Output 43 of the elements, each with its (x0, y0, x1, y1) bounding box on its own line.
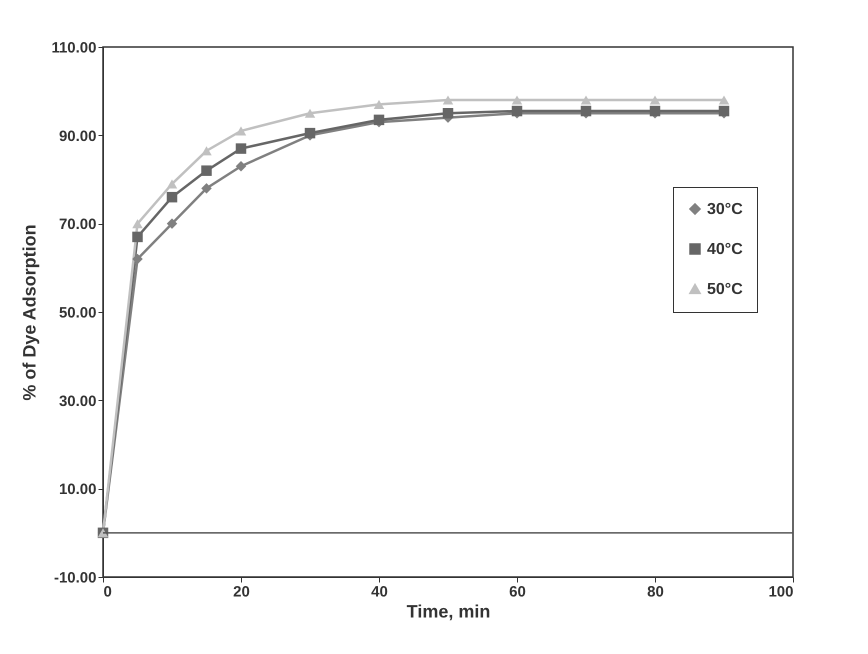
point (132, 254, 143, 264)
x-tick-label: 60 (509, 584, 526, 600)
y-tick-label: 30.00 (58, 392, 96, 410)
x-tick-label: 100 (768, 584, 794, 600)
legend-label: 30°C (707, 201, 744, 218)
point (304, 128, 316, 138)
point (236, 126, 246, 136)
point (718, 95, 730, 105)
point (166, 179, 178, 188)
point (236, 161, 246, 172)
x-tick-label: 80 (647, 584, 664, 600)
y-tick-label: 90.00 (58, 128, 96, 145)
y-tick-label: 110.00 (51, 40, 96, 56)
point (201, 165, 212, 176)
point (512, 95, 522, 105)
point (650, 95, 660, 105)
point (201, 183, 212, 194)
y-tick-label: 10.00 (58, 481, 96, 498)
point (236, 143, 246, 154)
point (650, 106, 660, 116)
y-tick-label: 70.00 (58, 216, 96, 234)
point (166, 218, 178, 229)
x-tick-label: 40 (371, 584, 388, 600)
point (442, 95, 454, 105)
point (442, 108, 454, 118)
y-tick-label: -10.00 (54, 570, 96, 586)
point (718, 106, 730, 116)
point (580, 106, 592, 116)
legend-label: 50°C (707, 281, 744, 298)
legend-label: 40°C (707, 241, 744, 258)
point (166, 192, 178, 202)
x-tick-label: 0 (104, 584, 112, 600)
y-tick-label: 50.00 (58, 304, 96, 322)
x-axis-title: Time, min (406, 602, 490, 622)
point (374, 100, 384, 109)
point (304, 108, 316, 118)
x-tick-label: 20 (233, 584, 250, 600)
point (132, 232, 143, 242)
point (132, 219, 143, 228)
y-axis-title: % of Dye Adsorption (19, 224, 40, 401)
point (580, 95, 592, 105)
point (201, 146, 212, 156)
point (512, 106, 522, 116)
